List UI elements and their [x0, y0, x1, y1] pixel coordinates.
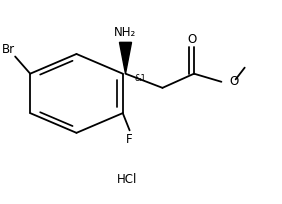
Text: F: F	[126, 132, 133, 145]
Text: HCl: HCl	[117, 172, 137, 185]
Polygon shape	[120, 43, 131, 74]
Text: &1: &1	[134, 73, 146, 82]
Text: O: O	[230, 75, 239, 88]
Text: Br: Br	[2, 43, 15, 56]
Text: NH₂: NH₂	[114, 26, 136, 39]
Text: O: O	[187, 33, 196, 45]
